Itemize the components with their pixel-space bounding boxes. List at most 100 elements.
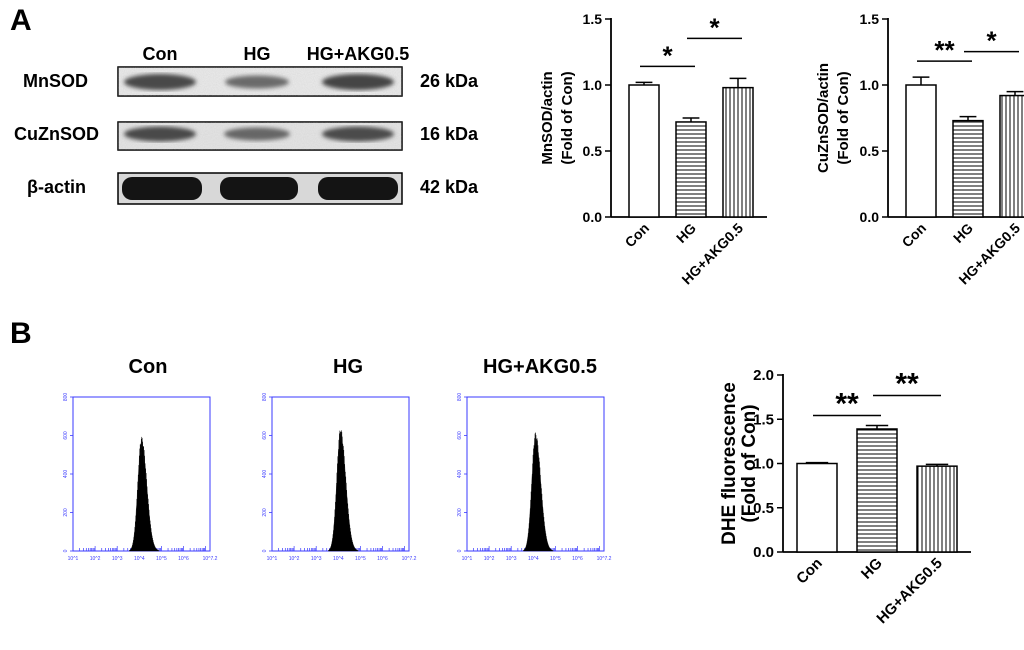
y-tick-label: 0.5 [753, 500, 774, 517]
y-tick-label: 400 [63, 470, 69, 479]
flow-histogram-hg: 0 200 400 600 800 10^1 10^2 10^3 10^4 10^5 10^6 10^… [262, 393, 417, 562]
y-tick-label: 800 [457, 393, 463, 402]
bar-chart-dhe: 0.0 0.5 1.0 1.5 2.0 DHE fluorescence (Fold of … [719, 367, 971, 627]
x-tick-label: HG [858, 555, 886, 583]
band-mnsod-hg-akg [322, 74, 394, 90]
y-tick-label: 600 [262, 431, 268, 440]
blot-size-mnsod: 26 kDa [420, 71, 479, 91]
x-tick-label: 10^7.2 [402, 556, 417, 562]
significance-marker: ** [934, 35, 955, 65]
band-mnsod-con [124, 74, 196, 90]
bar-chart-cuznsod: 0.0 0.5 1.0 1.5 CuZnSOD/actin (Fold of Con) Co… [815, 11, 1024, 288]
histogram-title-con: Con [129, 356, 168, 378]
x-tick-label: 10^5 [156, 556, 167, 562]
y-tick-label: 400 [457, 470, 463, 479]
x-tick-label: 10^4 [333, 556, 344, 562]
x-tick-label: 10^1 [267, 556, 278, 562]
bar-hg-akg0-5 [999, 94, 1024, 218]
y-tick-label: 0 [63, 549, 69, 552]
x-tick-label: HG [950, 220, 976, 246]
y-tick-label: 0.0 [753, 544, 774, 561]
significance-marker: ** [835, 387, 859, 420]
y-tick-label: 0.0 [860, 209, 880, 225]
x-tick-label: 10^5 [550, 556, 561, 562]
y-tick-label: 0.5 [860, 143, 880, 159]
band-cuznsod-hg [224, 127, 290, 141]
x-tick-label: 10^2 [90, 556, 101, 562]
y-tick-label: 600 [63, 431, 69, 440]
y-tick-label: 800 [63, 393, 69, 402]
x-tick-label: Con [622, 220, 653, 251]
band-actin-hg-akg [318, 177, 398, 200]
y-tick-label: 800 [262, 393, 268, 402]
x-tick-label: 10^1 [462, 556, 473, 562]
band-actin-hg [220, 177, 298, 200]
y-tick-label: 0 [457, 549, 463, 552]
bar-hg [952, 119, 984, 218]
y-axis-label: MnSOD/actin [539, 71, 556, 164]
band-actin-con [122, 177, 202, 200]
lane-label-hg: HG [244, 44, 271, 64]
x-tick-label: 10^3 [112, 556, 123, 562]
panel-b-label: B [10, 317, 32, 350]
band-mnsod-hg [225, 75, 289, 89]
bar-hg-akg0-5 [916, 465, 958, 553]
flow-histogram-hg-akg: 0 200 400 600 800 10^1 10^2 10^3 10^4 10^5 10^6 10^… [457, 393, 612, 562]
y-axis-label: DHE fluorescence [719, 382, 740, 545]
histogram-peak [129, 436, 160, 552]
y-tick-label: 0.5 [583, 143, 603, 159]
significance-marker: * [986, 26, 997, 56]
histogram-title-hg: HG [333, 356, 363, 378]
y-tick-label: 200 [457, 508, 463, 517]
blot-size-actin: 42 kDa [420, 177, 479, 197]
x-tick-label: 10^2 [289, 556, 300, 562]
significance-marker: ** [895, 367, 919, 400]
y-axis-label: CuZnSOD/actin [815, 63, 832, 173]
x-tick-label: 10^6 [572, 556, 583, 562]
band-cuznsod-con [124, 126, 196, 142]
y-tick-label: 0 [262, 549, 268, 552]
bar-chart-mnsod: 0.0 0.5 1.0 1.5 MnSOD/actin (Fold of Con) Con H… [539, 11, 767, 288]
x-tick-label: 10^6 [377, 556, 388, 562]
y-tick-label: 1.5 [583, 11, 603, 27]
blot-protein-mnsod: MnSOD [23, 71, 88, 91]
y-tick-label: 1.5 [753, 411, 774, 428]
band-cuznsod-hg-akg [322, 126, 394, 142]
x-tick-label: 10^4 [528, 556, 539, 562]
x-tick-label: 10^3 [506, 556, 517, 562]
bar-hg [856, 428, 898, 553]
lane-label-hg-akg: HG+AKG0.5 [307, 44, 410, 64]
y-axis-label: (Fold of Con) [739, 404, 760, 522]
blot-size-cuznsod: 16 kDa [420, 124, 479, 144]
flow-histogram-con: 0 200 400 600 800 10^1 10^2 10^3 10^4 10^5 10^6 10^… [63, 393, 218, 562]
bar-hg [675, 121, 707, 218]
x-tick-label: 10^4 [134, 556, 145, 562]
x-tick-label: 10^6 [178, 556, 189, 562]
histogram-peak [328, 430, 359, 552]
lane-label-con: Con [143, 44, 178, 64]
blot-protein-actin: β-actin [27, 177, 86, 197]
x-tick-label: Con [899, 220, 930, 251]
y-tick-label: 200 [262, 508, 268, 517]
x-tick-label: 10^2 [484, 556, 495, 562]
y-tick-label: 600 [457, 431, 463, 440]
x-tick-label: 10^7.2 [203, 556, 218, 562]
y-tick-label: 2.0 [753, 367, 774, 384]
y-tick-label: 200 [63, 508, 69, 517]
bar-con [628, 84, 660, 218]
y-axis-label: (Fold of Con) [559, 71, 576, 164]
x-tick-label: 10^5 [355, 556, 366, 562]
x-tick-label: HG [673, 220, 699, 246]
histogram-peak [523, 432, 554, 552]
panel-a-label: A [10, 4, 32, 37]
x-tick-label: 10^7.2 [597, 556, 612, 562]
x-tick-label: 10^3 [311, 556, 322, 562]
y-tick-label: 400 [262, 470, 268, 479]
bar-con [796, 462, 838, 553]
x-tick-label: Con [793, 555, 826, 588]
significance-marker: * [709, 12, 720, 42]
western-blot: Con HG HG+AKG0.5 MnSOD 26 kDa CuZnSOD 16… [14, 44, 479, 205]
y-tick-label: 1.0 [583, 77, 603, 93]
significance-marker: * [662, 40, 673, 70]
